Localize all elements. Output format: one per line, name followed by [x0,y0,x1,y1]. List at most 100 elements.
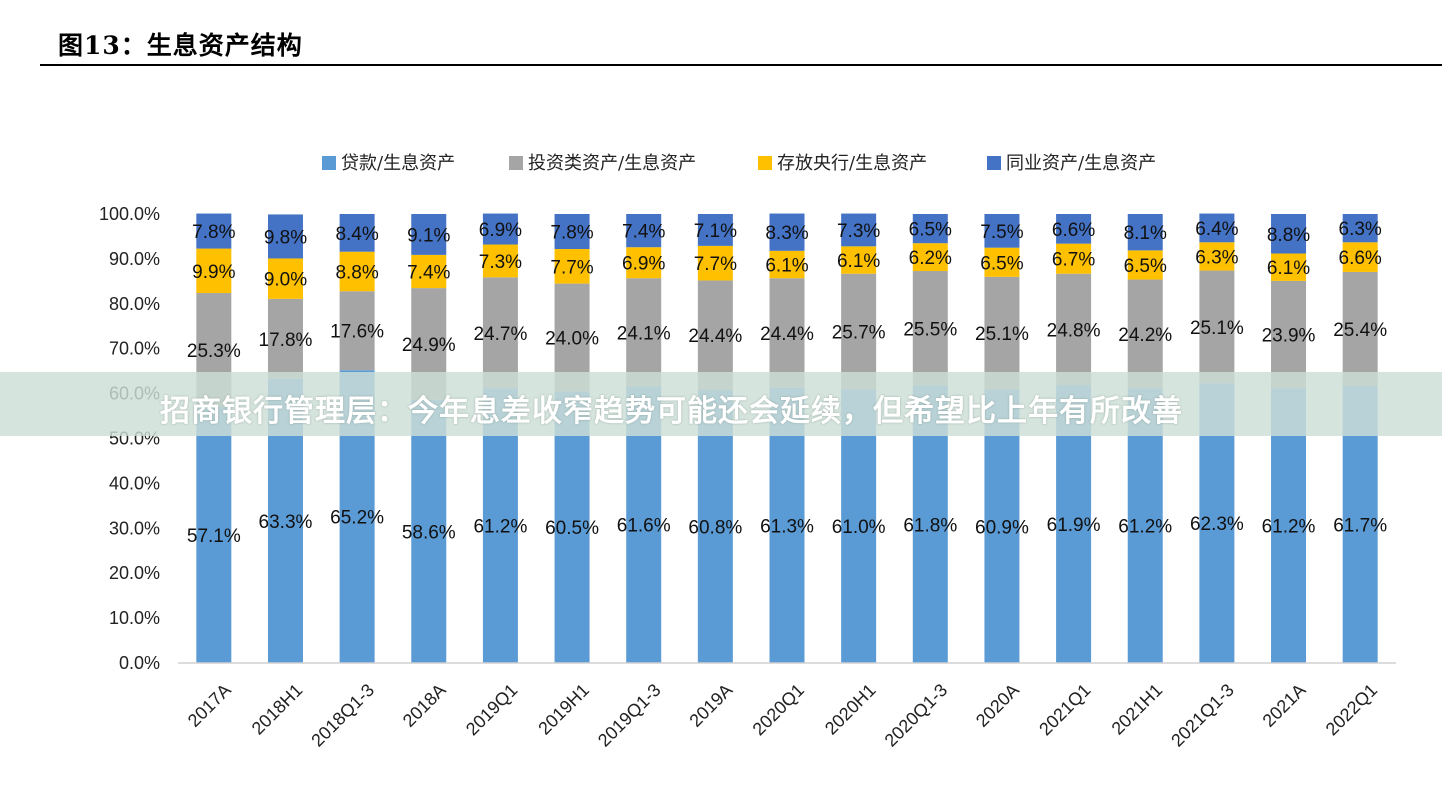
data-label: 61.6% [617,516,671,537]
data-label: 9.0% [264,270,307,291]
data-label: 7.8% [550,223,593,244]
bar-segment [769,213,805,251]
y-tick-label: 30.0% [109,518,160,538]
x-tick-label: 2018A [399,680,450,731]
x-tick-label: 2020Q1 [749,680,808,739]
bar-segment [912,214,948,244]
data-label: 17.8% [259,330,313,351]
x-tick-label: 2020Q1-3 [881,680,952,751]
x-axis: 2017A 2018H1 2018Q1-3 2018A 2019Q1 2019H1 2019… [178,662,1396,751]
x-tick-label: 2021A [1259,680,1310,731]
bar-segment [697,280,733,391]
data-label: 7.3% [479,252,522,273]
bar-segment [841,246,877,274]
x-tick-label: 2018H1 [248,680,307,739]
data-label: 7.7% [550,257,593,278]
data-label: 24.8% [1047,320,1101,341]
data-label: 24.7% [473,324,527,345]
y-tick-label: 100.0% [99,204,160,224]
bar-segment [411,254,447,289]
data-label: 6.1% [837,251,880,272]
x-tick-label: 2019Q1-3 [594,680,665,751]
x-tick-label: 2018Q1-3 [307,680,378,751]
data-label: 6.1% [765,256,808,277]
bar-segment [482,213,518,245]
bar-segment [1056,243,1092,274]
data-label: 60.8% [688,518,742,539]
x-tick-label: 2020H1 [821,680,880,739]
bar-segment [196,406,232,663]
bar-segment [1342,214,1378,243]
data-label: 24.2% [1118,325,1172,346]
bar-area: 57.1% 25.3% 9.9% 7.8% 63.3% 17.8% 9.0% 9.8% 65.2… [187,213,1387,663]
bar-segment [554,214,590,250]
x-tick-label: 2019H1 [534,680,593,739]
data-label: 24.1% [617,323,671,344]
chart-legend: 贷款/生息资产 投资类资产/生息资产 存放央行/生息资产 同业资产/生息资产 [322,153,1156,174]
data-label: 61.2% [1262,517,1316,538]
y-axis: 0.0%10.0%20.0%30.0%40.0%50.0%60.0%70.0%8… [99,204,160,673]
data-label: 7.7% [694,254,737,275]
bar-segment [1199,242,1235,271]
data-label: 6.2% [909,248,952,269]
data-label: 25.7% [832,322,886,343]
y-tick-label: 10.0% [109,608,160,628]
data-label: 25.3% [187,341,241,362]
data-label: 8.3% [765,223,808,244]
bar-segment [196,248,232,294]
bar-segment [697,245,733,281]
bar-segment [554,391,590,663]
legend-swatch [987,156,1001,170]
y-tick-label: 0.0% [119,653,160,673]
legend-label: 同业资产/生息资产 [1006,153,1156,174]
bar-segment [339,291,375,371]
data-label: 6.3% [1339,219,1382,240]
bar-segment [984,276,1020,390]
data-label: 25.1% [1190,318,1244,339]
bar-segment [482,244,518,278]
bar-segment [626,278,662,387]
legend-label: 贷款/生息资产 [341,153,455,174]
bar-segment [1127,214,1163,251]
data-label: 25.1% [975,324,1029,345]
x-tick-label: 2019Q1 [462,680,521,739]
bar-segment [267,298,303,379]
data-label: 65.2% [330,508,384,529]
data-label: 8.8% [1267,225,1310,246]
bar-segment [697,214,733,246]
data-label: 61.0% [832,517,886,538]
data-label: 7.8% [192,222,235,243]
data-label: 61.2% [473,517,527,538]
data-label: 6.7% [1052,250,1095,271]
data-label: 6.9% [479,220,522,241]
headline-banner-text: 招商银行管理层：今年息差收窄趋势可能还会延续，但希望比上年有所改善 [160,394,1183,429]
bar-segment [1056,214,1092,244]
bar-segment [196,213,232,249]
data-label: 6.5% [1124,256,1167,277]
bar-segment [626,247,662,279]
data-label: 61.8% [903,515,957,536]
data-label: 6.5% [909,220,952,241]
data-label: 7.3% [837,221,880,242]
data-label: 25.5% [903,319,957,340]
data-label: 24.4% [760,324,814,345]
data-label: 6.5% [980,253,1023,274]
bar-segment [1127,250,1163,280]
title-divider [40,64,1442,66]
bar-segment [482,277,518,389]
bar-segment [1271,214,1307,254]
data-label: 7.4% [407,262,450,283]
bar-segment [1342,242,1378,272]
x-tick-label: 2022Q1 [1322,680,1381,739]
bar-segment [984,247,1020,277]
bar-segment [841,273,877,390]
data-label: 24.4% [688,326,742,347]
data-label: 6.6% [1339,248,1382,269]
bar-segment [626,214,662,248]
data-label: 58.6% [402,522,456,543]
bar-segment [1342,271,1378,386]
x-tick-label: 2019A [685,680,736,731]
bar-segment [1127,279,1163,389]
x-tick-label: 2021H1 [1108,680,1167,739]
data-label: 61.9% [1047,515,1101,536]
